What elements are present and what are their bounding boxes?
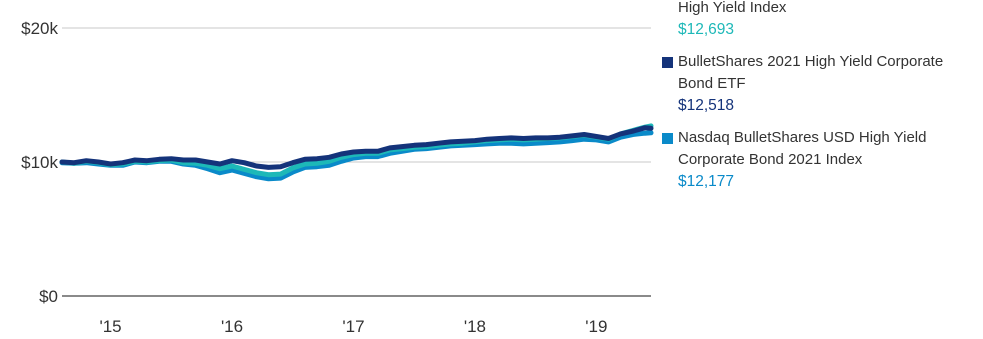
legend-label: BulletShares 2021 High Yield Corporate B…	[678, 53, 944, 92]
x-tick-label: '15	[99, 317, 121, 336]
y-tick-label: $0	[39, 287, 58, 306]
legend-value: $12,693	[678, 21, 735, 38]
x-tick-label: '18	[464, 317, 486, 336]
legend-swatch	[662, 133, 673, 144]
y-tick-label: $10k	[21, 153, 58, 172]
y-tick-label: $20k	[21, 19, 58, 38]
legend-label: Nasdaq BulletShares USD High Yield Corpo…	[678, 129, 927, 168]
y-axis-ticks: $0 $10k $20k	[21, 19, 58, 306]
series-lines	[59, 123, 654, 182]
x-tick-label: '17	[342, 317, 364, 336]
x-axis-ticks: '15 '16 '17 '18 '19	[99, 317, 607, 336]
legend-entry-nasdaq-index: Nasdaq BulletShares USD High Yield Corpo…	[660, 127, 980, 193]
legend-entry-high-yield-index: High Yield Index $12,693	[660, 0, 980, 41]
x-tick-label: '19	[585, 317, 607, 336]
legend-swatch	[662, 57, 673, 68]
legend-entry-etf: BulletShares 2021 High Yield Corporate B…	[660, 51, 980, 117]
legend-label: High Yield Index	[678, 0, 787, 16]
series-line-0	[59, 125, 654, 170]
x-tick-label: '16	[221, 317, 243, 336]
legend-value: $12,177	[678, 173, 735, 190]
chart-legend: High Yield Index $12,693 BulletShares 20…	[660, 0, 980, 203]
legend-value: $12,518	[678, 97, 735, 114]
